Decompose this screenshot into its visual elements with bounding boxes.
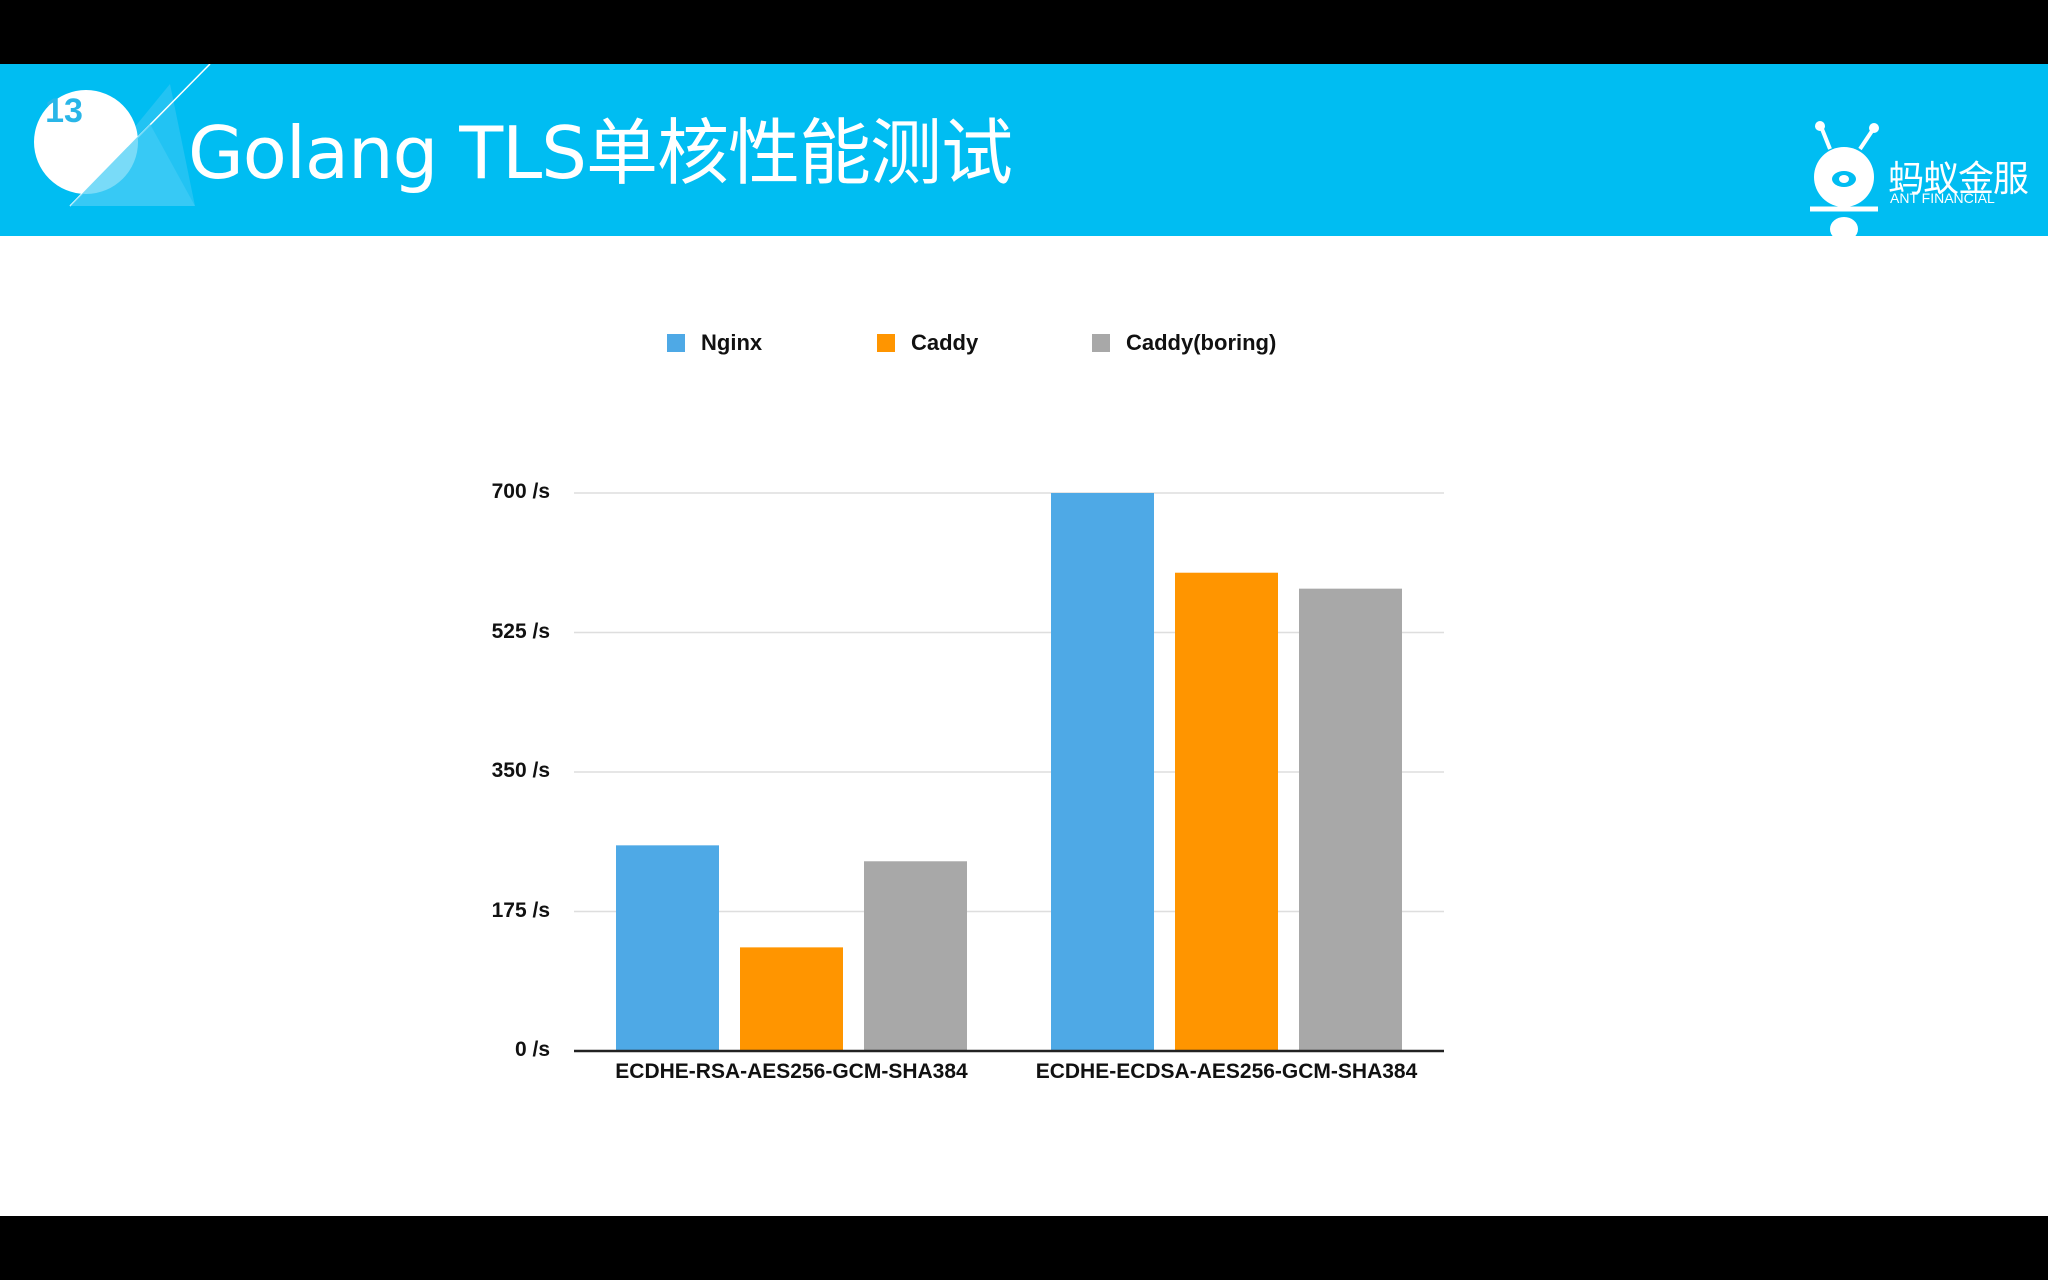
bar-caddy-boring-1 bbox=[864, 861, 967, 1051]
y-tick-label: 0 /s bbox=[514, 1038, 550, 1061]
page-number: 13 bbox=[45, 92, 83, 130]
legend-label: Caddy(boring) bbox=[1126, 330, 1277, 355]
legend-swatch bbox=[667, 334, 685, 352]
slide: 13 Golang TLS单核性能测试 蚂蚁金服 ANT FINANCIAL bbox=[0, 64, 2048, 1216]
legend-item: Caddy bbox=[877, 330, 978, 356]
bar-nginx-1 bbox=[616, 845, 719, 1051]
y-tick-label: 175 /s bbox=[491, 898, 550, 922]
header-background bbox=[0, 64, 2048, 236]
legend-swatch bbox=[877, 334, 895, 352]
legend-label: Caddy bbox=[911, 330, 979, 355]
slide-header: 13 Golang TLS单核性能测试 蚂蚁金服 ANT FINANCIAL bbox=[0, 64, 2048, 236]
letterbox-bottom bbox=[0, 1216, 2048, 1280]
ant-logo-icon bbox=[1810, 121, 1879, 236]
bar-caddy-2 bbox=[1175, 572, 1278, 1051]
y-tick-label: 700 /s bbox=[491, 480, 550, 503]
y-tick-label: 525 /s bbox=[491, 619, 550, 643]
y-tick-label: 350 /s bbox=[491, 759, 550, 782]
legend-item: Nginx bbox=[667, 330, 762, 356]
legend-label: Nginx bbox=[701, 330, 763, 355]
bar-caddy-boring-2 bbox=[1299, 588, 1402, 1051]
legend-item: Caddy(boring) bbox=[1092, 330, 1276, 356]
logo-text-en: ANT FINANCIAL bbox=[1890, 190, 1995, 206]
bar-nginx-2 bbox=[1051, 493, 1154, 1051]
logo-text-cn: 蚂蚁金服 bbox=[1888, 159, 2029, 200]
legend-swatch bbox=[1092, 334, 1110, 352]
x-tick-label: ECDHE-ECDSA-AES256-GCM-SHA384 bbox=[1035, 1060, 1418, 1083]
slide-title: Golang TLS单核性能测试 bbox=[188, 111, 1013, 195]
bar-caddy-1 bbox=[740, 947, 843, 1051]
letterbox-top bbox=[0, 0, 2048, 64]
x-tick-label: ECDHE-RSA-AES256-GCM-SHA384 bbox=[615, 1060, 968, 1083]
